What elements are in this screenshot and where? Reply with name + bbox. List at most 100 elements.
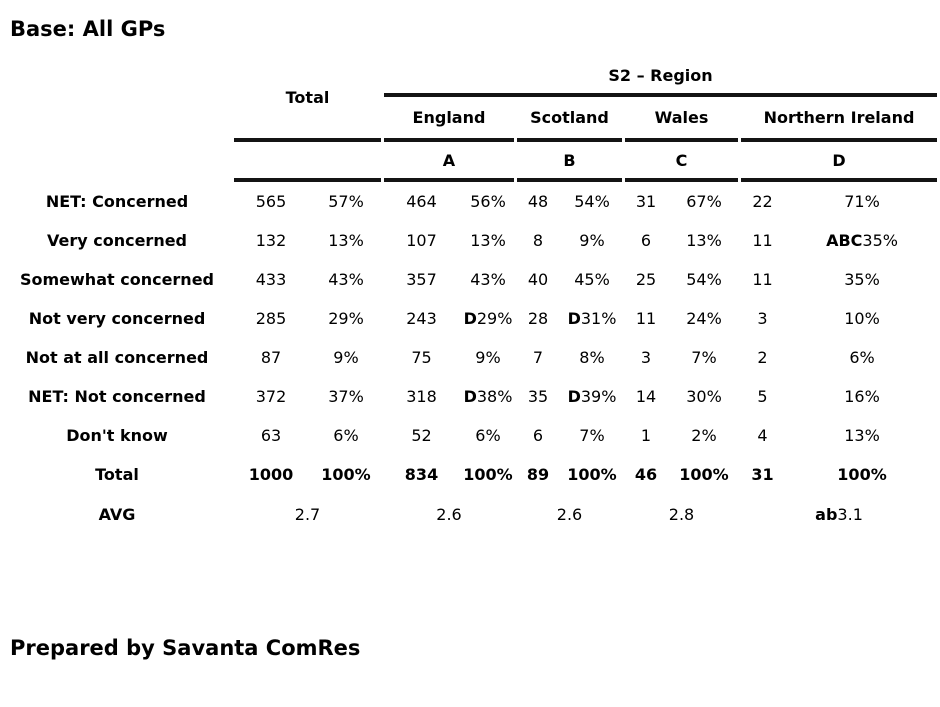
data-cell: 1000 xyxy=(234,455,308,494)
data-cell: 14 xyxy=(625,377,667,416)
data-cell: 43% xyxy=(311,260,381,299)
data-cell: 31 xyxy=(741,455,784,494)
data-cell: ab3.1 xyxy=(741,494,937,534)
table-row-avg: AVG 2.7 2.6 2.6 2.8 ab3.1 xyxy=(3,494,937,534)
cell-value: 3 xyxy=(757,309,768,328)
data-cell: D38% xyxy=(462,377,514,416)
data-cell: D39% xyxy=(562,377,622,416)
cell-value: 14 xyxy=(635,387,657,406)
table-row: NET: Not concerned 372 37% 318 D38% 35 D39% 14 3… xyxy=(3,377,937,416)
data-cell: 3 xyxy=(625,338,667,377)
cell-value: 2 xyxy=(757,348,768,367)
data-cell: 13% xyxy=(462,221,514,260)
page-footer: Prepared by Savanta ComRes xyxy=(10,636,361,660)
data-cell: 13% xyxy=(787,416,937,455)
significance-letters: D xyxy=(463,309,477,328)
cell-value: 8 xyxy=(532,231,544,250)
data-cell: 25 xyxy=(625,260,667,299)
data-cell: 9% xyxy=(462,338,514,377)
data-cell: 6% xyxy=(462,416,514,455)
data-cell: 89 xyxy=(517,455,559,494)
data-cell: 31 xyxy=(625,182,667,221)
cell-value: 46 xyxy=(634,465,658,484)
table-row: Very concerned 132 13% 107 13% 8 9% 6 13% 11 ABC35… xyxy=(3,221,937,260)
cell-value: 13% xyxy=(470,231,506,250)
cell-value: 29% xyxy=(328,309,364,328)
cell-value: 35% xyxy=(862,231,898,250)
cell-value: 31 xyxy=(751,465,774,484)
data-cell: 2 xyxy=(741,338,784,377)
table-row: Not at all concerned 87 9% 75 9% 7 8% 3 7% 2 6% xyxy=(3,338,937,377)
column-header-england: England xyxy=(384,97,514,142)
cell-value: 100% xyxy=(567,465,617,484)
cell-value: 57% xyxy=(328,192,364,211)
header-row-group: Total S2 – Region xyxy=(3,57,938,142)
column-group-header-region: S2 – Region xyxy=(384,57,938,97)
cell-value: 89 xyxy=(526,465,550,484)
data-cell: 100% xyxy=(787,455,937,494)
cell-value: 2.8 xyxy=(668,504,695,524)
data-cell: 48 xyxy=(517,182,559,221)
data-cell: 10% xyxy=(787,299,937,338)
cell-value: 35% xyxy=(844,270,880,289)
significance-letters: D xyxy=(463,387,477,406)
row-label: Not at all concerned xyxy=(25,348,209,367)
data-cell: 318 xyxy=(384,377,459,416)
data-cell: 100% xyxy=(462,455,514,494)
cell-value: 54% xyxy=(574,192,610,211)
cell-value: 13% xyxy=(686,231,722,250)
cell-value: 9% xyxy=(333,348,359,367)
sig-letter-c: C xyxy=(625,142,738,182)
data-cell: 7 xyxy=(517,338,559,377)
data-cell: 63 xyxy=(234,416,308,455)
data-cell: 834 xyxy=(384,455,459,494)
cell-value: 7% xyxy=(579,426,605,445)
cell-value: 2.6 xyxy=(436,504,462,524)
row-label: NET: Not concerned xyxy=(28,387,206,406)
data-cell: 100% xyxy=(311,455,381,494)
data-cell: 30% xyxy=(670,377,738,416)
data-cell: 35% xyxy=(787,260,937,299)
cell-value: 6 xyxy=(640,231,652,250)
data-cell: 87 xyxy=(234,338,308,377)
data-cell: 24% xyxy=(670,299,738,338)
cell-value: 2.7 xyxy=(294,504,321,524)
data-cell: 243 xyxy=(384,299,459,338)
cell-value: 71% xyxy=(844,192,880,211)
data-cell: 57% xyxy=(311,182,381,221)
cell-value: 75 xyxy=(411,348,432,367)
data-cell: 11 xyxy=(741,221,784,260)
cell-value: 1 xyxy=(640,426,652,445)
data-cell: 2.6 xyxy=(517,494,622,534)
cell-value: 63 xyxy=(260,426,282,445)
data-cell: 16% xyxy=(787,377,937,416)
cell-value: 100% xyxy=(679,465,729,484)
cell-value: 43% xyxy=(470,270,506,289)
cell-value: 10% xyxy=(844,309,880,328)
cell-value: 433 xyxy=(255,270,287,289)
data-cell: D29% xyxy=(462,299,514,338)
row-label: Not very concerned xyxy=(28,309,206,328)
cell-value: 11 xyxy=(635,309,657,328)
sig-letter-a: A xyxy=(384,142,514,182)
data-cell: 7% xyxy=(562,416,622,455)
cell-value: 5 xyxy=(757,387,768,406)
data-cell: 3 xyxy=(741,299,784,338)
cell-value: 9% xyxy=(475,348,501,367)
data-cell: 2.8 xyxy=(625,494,738,534)
cell-value: 56% xyxy=(470,192,506,211)
data-cell: 2.7 xyxy=(234,494,381,534)
data-cell: 357 xyxy=(384,260,459,299)
cell-value: 11 xyxy=(752,270,773,289)
significance-letters: D xyxy=(567,387,581,406)
page-title: Base: All GPs xyxy=(10,17,166,41)
data-cell: 6 xyxy=(625,221,667,260)
data-cell: 45% xyxy=(562,260,622,299)
cell-value: 1000 xyxy=(248,465,294,484)
table-row: Somewhat concerned 433 43% 357 43% 40 45% 25 54%… xyxy=(3,260,937,299)
data-cell: 11 xyxy=(741,260,784,299)
row-label: Somewhat concerned xyxy=(19,270,214,289)
cell-value: 7% xyxy=(691,348,717,367)
data-cell: 52 xyxy=(384,416,459,455)
header-row-letters: A B C D xyxy=(3,142,938,182)
